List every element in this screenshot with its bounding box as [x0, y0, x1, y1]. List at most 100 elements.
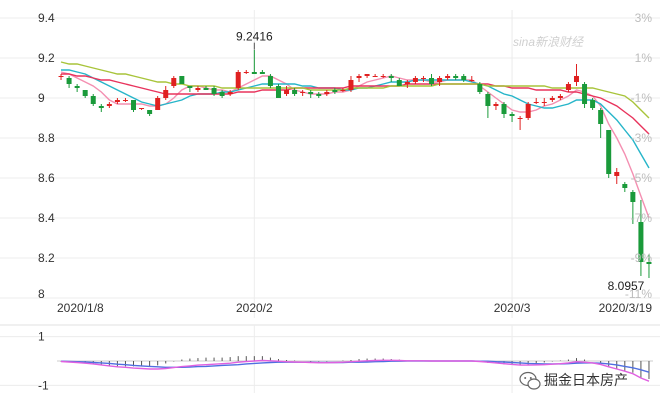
candle-body [340, 90, 346, 91]
min-price-annotation: 8.0957 [608, 279, 645, 293]
candle [420, 76, 426, 82]
candle-body [622, 184, 628, 188]
candle-body [646, 262, 652, 264]
candle [66, 76, 72, 88]
candle [630, 190, 636, 224]
candle-body [598, 110, 604, 124]
candle [614, 168, 620, 184]
candle [114, 98, 120, 104]
candle [122, 98, 128, 102]
candle-body [461, 76, 467, 80]
macd-y-tick-label: 1 [38, 330, 45, 344]
candle-body [292, 90, 298, 94]
y-tick-label: 8.4 [38, 211, 55, 225]
ma-line-ma20 [61, 73, 650, 135]
candle-body [573, 76, 579, 82]
candle-body [171, 78, 177, 86]
y-right-tick-label: -1% [631, 91, 653, 105]
x-tick-label: 2020/3 [494, 301, 531, 315]
candle [356, 74, 362, 82]
y-right-tick-label: 3% [635, 11, 653, 25]
candle-body [211, 88, 217, 94]
candle-body [412, 78, 418, 82]
candle-body [82, 90, 88, 96]
candle-body [106, 104, 112, 106]
candle-body [219, 92, 225, 96]
candle [332, 88, 338, 94]
candle-body [300, 92, 306, 93]
candle [509, 112, 515, 122]
y-tick-label: 9.4 [38, 11, 55, 25]
candle-body [445, 76, 451, 78]
candle [267, 74, 273, 88]
candle-body [638, 222, 644, 262]
candle [203, 86, 209, 90]
y-tick-label: 8.6 [38, 171, 55, 185]
price-grid [0, 10, 660, 318]
candle [348, 76, 354, 92]
candle-body [259, 72, 265, 74]
candle [533, 98, 539, 104]
candle [139, 108, 145, 110]
candle-body [437, 78, 443, 82]
y-right-tick-label: -3% [631, 131, 653, 145]
candle [461, 74, 467, 82]
candle [131, 100, 137, 112]
candle-body [227, 92, 233, 94]
candle [565, 82, 571, 92]
x-tick-label: 2020/1/8 [57, 301, 104, 315]
wechat-icon [519, 371, 541, 390]
candle [251, 50, 257, 74]
candle [74, 84, 80, 92]
ma-line-ma10 [61, 69, 650, 169]
candle [163, 86, 169, 100]
candle [437, 76, 443, 86]
candle [211, 86, 217, 96]
macd-dif-line [60, 359, 650, 382]
x-tick-label: 2020/2 [236, 301, 273, 315]
candle [106, 102, 112, 108]
candle [646, 254, 652, 278]
ma-line-ma5 [60, 71, 650, 219]
candle [98, 104, 104, 112]
candle [453, 74, 459, 80]
candle-body [590, 100, 596, 108]
candle-body [549, 98, 555, 100]
candle [187, 86, 193, 92]
candle-body [316, 94, 322, 96]
y-right-tick-label: -9% [631, 251, 653, 265]
candle [598, 108, 604, 138]
candle [388, 74, 394, 82]
candle-body [509, 114, 515, 116]
wechat-watermark: 掘金日本房产 [519, 371, 628, 390]
candle [477, 82, 483, 94]
candle-body [58, 76, 64, 77]
candle [300, 90, 306, 96]
candle-body [90, 96, 96, 104]
y-tick-label: 8.8 [38, 131, 55, 145]
candle [284, 86, 290, 96]
candle-body [332, 90, 338, 92]
candle [82, 90, 88, 98]
candle-body [541, 102, 547, 103]
candle-body [243, 72, 249, 73]
y-axis-left: 9.4 9.2 9 8.8 8.6 8.4 8.2 8 [38, 11, 55, 301]
candle-body [380, 76, 386, 77]
candle [485, 92, 491, 118]
candle [227, 90, 233, 96]
candle-body [582, 84, 588, 104]
candle-body [163, 90, 169, 98]
candle [364, 74, 370, 78]
candle-body [348, 80, 354, 90]
watermark-text: 掘金日本房产 [544, 373, 628, 389]
macd-y-tick-label: -1 [38, 378, 49, 392]
candle-body [630, 192, 636, 202]
candle [275, 84, 281, 98]
candle-body [517, 118, 523, 119]
y-tick-label: 8.2 [38, 251, 55, 265]
max-price-annotation: 9.2416 [236, 30, 273, 44]
candle [525, 102, 531, 120]
candle-body [308, 92, 314, 94]
candle [412, 76, 418, 84]
